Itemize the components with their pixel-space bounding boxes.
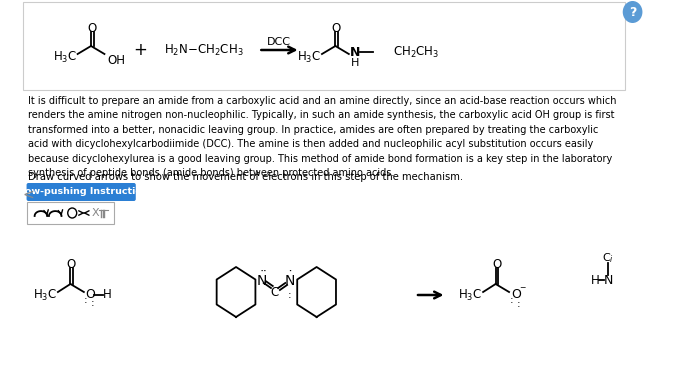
Text: O: O — [492, 257, 501, 271]
Text: H: H — [103, 288, 111, 302]
Text: +: + — [133, 41, 147, 59]
Text: C: C — [270, 285, 279, 299]
Text: N: N — [603, 274, 613, 287]
FancyBboxPatch shape — [23, 2, 625, 90]
Text: :: : — [84, 295, 88, 305]
FancyBboxPatch shape — [27, 183, 136, 201]
Text: :: : — [91, 298, 94, 308]
Text: O: O — [66, 257, 76, 271]
Circle shape — [623, 1, 643, 23]
Text: N: N — [350, 45, 360, 59]
Text: OH: OH — [107, 54, 125, 68]
Text: $\dot{\mathrm{N}}$: $\dot{\mathrm{N}}$ — [284, 271, 295, 289]
Text: H$_2$N$-$CH$_2$CH$_3$: H$_2$N$-$CH$_2$CH$_3$ — [164, 42, 244, 57]
Text: H$_3$C: H$_3$C — [52, 50, 77, 65]
Text: $^-$: $^-$ — [518, 285, 527, 295]
Text: :: : — [288, 290, 292, 300]
Text: H: H — [351, 58, 359, 68]
Text: ?: ? — [629, 6, 636, 19]
Text: H: H — [591, 274, 599, 287]
Text: CH$_2$CH$_3$: CH$_2$CH$_3$ — [393, 45, 439, 60]
Text: $\ddot{\mathrm{N}}$: $\ddot{\mathrm{N}}$ — [256, 271, 267, 289]
Text: O: O — [332, 22, 341, 34]
Text: Draw curved arrows to show the movement of electrons in this step of the mechani: Draw curved arrows to show the movement … — [29, 172, 463, 182]
FancyBboxPatch shape — [27, 202, 114, 224]
Text: H$_3$C: H$_3$C — [458, 287, 482, 302]
Text: O: O — [85, 288, 95, 302]
Text: X: X — [92, 208, 99, 218]
Text: DCC: DCC — [267, 37, 291, 47]
Text: H$_3$C: H$_3$C — [297, 50, 321, 65]
Text: O: O — [88, 22, 97, 34]
Text: <: < — [23, 188, 34, 202]
Text: :: : — [517, 299, 521, 309]
Text: C$_i$: C$_i$ — [603, 251, 615, 265]
Text: O: O — [511, 288, 522, 302]
Text: Arrow-pushing Instructions: Arrow-pushing Instructions — [8, 187, 154, 197]
Text: H$_3$C: H$_3$C — [33, 287, 57, 302]
Text: :: : — [510, 295, 514, 305]
Text: It is difficult to prepare an amide from a carboxylic acid and an amine directly: It is difficult to prepare an amide from… — [29, 96, 617, 178]
